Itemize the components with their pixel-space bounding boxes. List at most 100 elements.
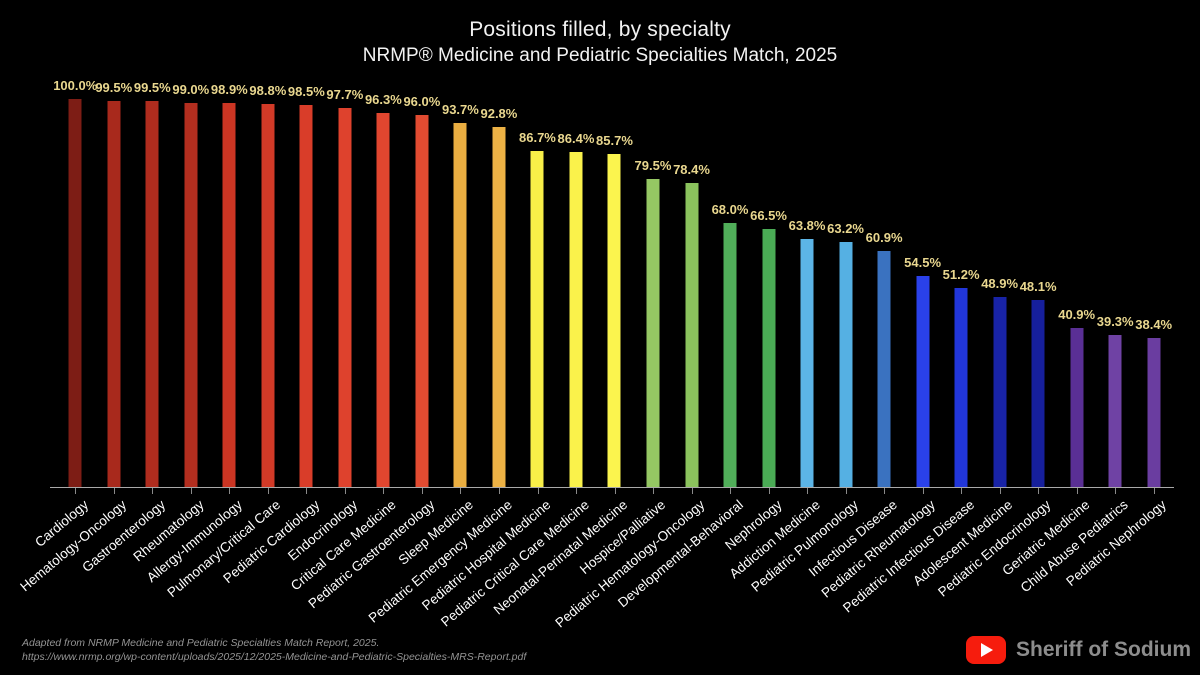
x-tick [1076, 488, 1078, 494]
x-tick [344, 488, 346, 494]
bar-value-label: 99.5% [95, 80, 133, 95]
x-tick [768, 488, 770, 494]
bar [415, 115, 429, 487]
bar-value-label: 63.2% [827, 221, 864, 236]
bar-value-label: 39.3% [1096, 314, 1134, 329]
bar-column: 96.3% [364, 92, 403, 487]
bar-value-label: 78.4% [673, 162, 710, 177]
bar-value-label: 93.7% [441, 102, 479, 117]
bar [993, 297, 1007, 487]
bar-value-label: 54.5% [904, 255, 942, 270]
bar [954, 288, 968, 487]
bar-column: 93.7% [441, 99, 480, 487]
x-tick [807, 488, 809, 494]
bar-column: 92.8% [480, 99, 519, 487]
chart-title: Positions filled, by specialty [469, 18, 731, 41]
bar-column: 99.5% [95, 80, 134, 487]
x-tick [1115, 488, 1117, 494]
source-attribution: Adapted from NRMP Medicine and Pediatric… [22, 637, 380, 649]
x-tick [691, 488, 693, 494]
channel-branding: Sheriff of Sodium [966, 635, 1191, 665]
x-tick [961, 488, 963, 494]
bar-column: 98.9% [210, 82, 249, 487]
bar [762, 229, 776, 487]
bar-column: 85.7% [595, 99, 634, 487]
bar-value-label: 63.8% [788, 218, 826, 233]
source-url: https://www.nrmp.org/wp-content/uploads/… [22, 651, 527, 663]
bar-column: 96.0% [403, 94, 442, 487]
x-tick [460, 488, 462, 494]
play-icon [981, 643, 993, 657]
bar [916, 276, 930, 487]
bar-column: 40.9% [1057, 99, 1096, 487]
bar-value-label: 98.8% [249, 83, 287, 98]
bar-value-label: 79.5% [634, 158, 672, 173]
plot-area: 100.0% 99.5% 99.5% 99.0% 98.9% 98.8% 98.5% 97.7… [53, 78, 1173, 487]
x-tick [306, 488, 308, 494]
bar-column: 38.4% [1134, 99, 1173, 487]
bar-value-label: 60.9% [865, 230, 903, 245]
bar [145, 101, 159, 487]
bar-column: 100.0% [53, 78, 97, 487]
bar [530, 151, 544, 487]
bar-column: 51.2% [942, 99, 981, 487]
bar [1108, 335, 1122, 487]
x-tick [383, 488, 385, 494]
bar [877, 251, 891, 487]
bar-value-label: 99.5% [133, 80, 171, 95]
bar-column: 78.4% [672, 99, 711, 487]
bar [1147, 338, 1161, 487]
bar [569, 152, 583, 487]
x-tick [190, 488, 192, 494]
bar-value-label: 98.9% [210, 82, 248, 97]
bar [685, 183, 698, 487]
x-tick [1153, 488, 1155, 494]
bar-value-label: 99.0% [172, 82, 210, 97]
x-axis-line [50, 487, 1174, 488]
x-tick [845, 488, 847, 494]
bar-column: 39.3% [1096, 99, 1135, 487]
bar-column: 99.0% [172, 82, 211, 487]
bar-column: 60.9% [865, 99, 904, 487]
youtube-icon [966, 636, 1006, 664]
bar [261, 104, 275, 487]
bar [839, 242, 853, 487]
bar-value-label: 96.3% [364, 92, 402, 107]
bar-column: 48.1% [1019, 99, 1058, 487]
x-tick [229, 488, 231, 494]
bar [453, 123, 467, 487]
x-tick [999, 488, 1001, 494]
x-tick [576, 488, 577, 494]
bar-column: 63.2% [826, 99, 865, 487]
bar-value-label: 96.0% [403, 94, 441, 109]
bar-column: 99.5% [133, 80, 172, 487]
bar-column: 63.8% [788, 99, 827, 487]
bar [107, 101, 121, 487]
bar [222, 103, 236, 487]
bar [299, 105, 313, 487]
bar [492, 127, 506, 487]
bar-value-label: 51.2% [942, 267, 980, 282]
bar-value-label: 68.0% [711, 202, 749, 217]
bar-value-label: 85.7% [596, 133, 633, 148]
bar [1031, 300, 1045, 487]
bar-value-label: 86.4% [557, 131, 595, 146]
channel-name: Sheriff of Sodium [1016, 638, 1191, 661]
bar [1070, 328, 1084, 487]
bar [646, 179, 660, 487]
x-tick [884, 488, 886, 494]
bar-column: 68.0% [711, 99, 750, 487]
chart-subtitle: NRMP® Medicine and Pediatric Specialties… [362, 45, 838, 66]
bar-column: 66.5% [749, 99, 788, 487]
x-tick [498, 488, 500, 494]
bar-column: 86.4% [557, 99, 596, 487]
bar-column: 98.5% [287, 84, 326, 487]
bar-column: 98.8% [249, 83, 288, 487]
bar [338, 108, 352, 487]
x-tick [113, 488, 115, 494]
bar [376, 113, 390, 487]
bar [184, 103, 198, 487]
bar [723, 223, 737, 487]
bar-column: 48.9% [980, 99, 1019, 487]
